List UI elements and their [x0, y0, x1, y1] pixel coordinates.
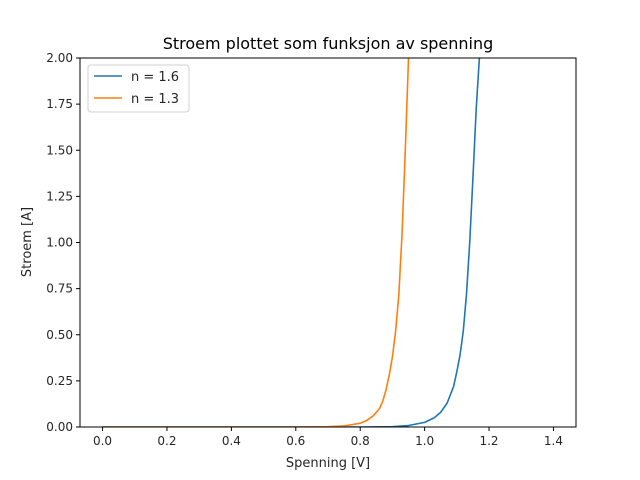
y-tick-label: 0.00	[46, 420, 73, 434]
legend-label-1: n = 1.3	[131, 92, 179, 107]
chart-title: Stroem plottet som funksjon av spenning	[163, 34, 494, 53]
x-tick-label: 1.0	[415, 434, 434, 448]
y-tick-label: 2.00	[46, 51, 73, 65]
y-tick-label: 1.50	[46, 143, 73, 157]
legend: n = 1.6 n = 1.3	[87, 64, 190, 113]
x-tick-label: 1.4	[544, 434, 563, 448]
plot-area: 0.0 0.2 0.4 0.6 0.8 1.0 1.2 1.4 0.00 0.25 0.50 0.75…	[46, 51, 577, 448]
x-tick-label: 0.0	[93, 434, 112, 448]
series-line-1	[102, 58, 410, 427]
y-axis-label: Stroem [A]	[20, 207, 35, 277]
x-tick-label: 1.2	[479, 434, 498, 448]
legend-label-0: n = 1.6	[131, 70, 179, 85]
x-tick-label: 0.6	[286, 434, 305, 448]
x-tick-label: 0.4	[222, 434, 241, 448]
y-tick-label: 1.75	[46, 97, 73, 111]
series-line-0	[102, 58, 481, 427]
y-tick-label: 1.00	[46, 236, 73, 250]
y-tick-label: 0.50	[46, 328, 73, 342]
x-tick-label: 0.2	[157, 434, 176, 448]
y-tick-label: 0.75	[46, 282, 73, 296]
x-tick-label: 0.8	[351, 434, 370, 448]
x-axis-label: Spenning [V]	[286, 456, 370, 471]
y-tick-label: 0.25	[46, 374, 73, 388]
y-tick-label: 1.25	[46, 189, 73, 203]
